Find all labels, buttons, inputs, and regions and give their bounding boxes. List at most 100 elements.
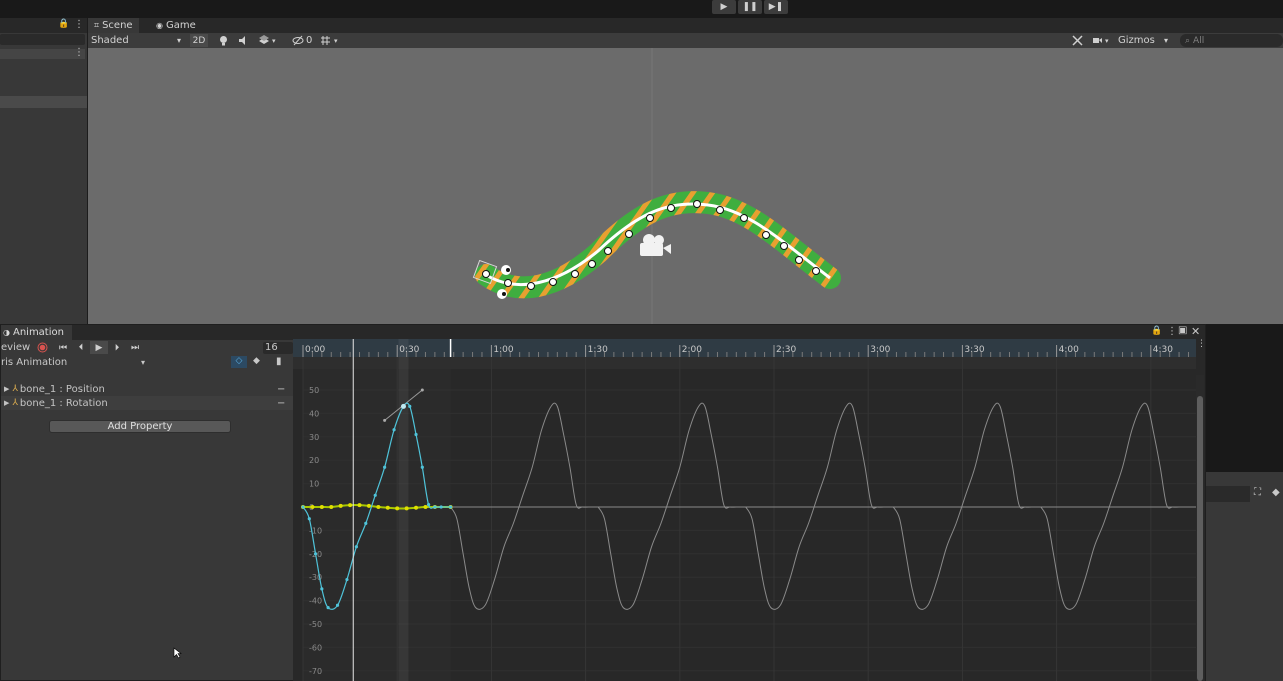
value-tick-label: 10 (309, 480, 319, 489)
scrollbar-thumb[interactable] (1197, 396, 1203, 681)
gizmos-dropdown[interactable]: Gizmos ▾ (1118, 34, 1170, 47)
mouse-cursor-icon (173, 647, 182, 659)
value-tick-label: -10 (309, 526, 322, 535)
remove-property-button[interactable]: − (277, 397, 286, 409)
property-label: bone_1 : Position (19, 383, 105, 395)
rotation-keyframe (313, 552, 318, 556)
hierarchy-header: 🔒 ⋮ (0, 18, 87, 33)
tab-animation[interactable]: ◑ Animation (1, 325, 72, 340)
2d-toggle[interactable]: 2D (190, 34, 208, 47)
tangent-handle-point (383, 418, 387, 422)
rotation-keyframe (433, 505, 437, 509)
rotation-keyframe (364, 521, 368, 525)
last-keyframe-button[interactable]: ⏭ (130, 342, 140, 353)
close-icon[interactable]: ✕ (1191, 325, 1201, 338)
grid-icon: ⌗ (94, 20, 100, 31)
more-icon[interactable]: ⋮ (1167, 326, 1177, 337)
audio-icon[interactable] (238, 34, 249, 47)
value-tick-label: -50 (309, 620, 322, 629)
hidden-objects-toggle[interactable]: 0 (292, 34, 312, 47)
rotation-keyframe (326, 606, 330, 610)
lock-icon[interactable]: 🔒 (58, 19, 70, 29)
add-property-button[interactable]: Add Property (49, 420, 231, 433)
more-icon[interactable]: ⋮ (1197, 339, 1206, 349)
rotation-keyframe (373, 493, 377, 497)
add-event-button[interactable]: ▮ (276, 356, 282, 367)
value-tick-label: 20 (309, 456, 319, 465)
step-button[interactable]: ▶❚ (764, 0, 788, 14)
frame-input[interactable]: 16 (263, 341, 293, 354)
lighting-icon[interactable] (218, 34, 229, 47)
bone-joints[interactable] (482, 200, 820, 290)
time-tick-label: 1:00 (493, 345, 513, 355)
chevron-right-icon[interactable]: ▶ (4, 399, 10, 407)
pause-button[interactable]: ❚❚ (738, 0, 762, 14)
ghost-curve (597, 402, 746, 610)
curve-editor[interactable]: 50403020100-10-20-30-40-50-60-700:000:30… (293, 339, 1206, 681)
search-icon: ⌕ (1185, 35, 1191, 46)
chevron-right-icon[interactable]: ▶ (4, 385, 10, 393)
svg-text:▾: ▾ (1105, 37, 1109, 45)
scene-search-input[interactable]: ⌕ All (1180, 34, 1283, 47)
play-button[interactable]: ▶ (712, 0, 736, 14)
play-button[interactable]: ▶ (90, 341, 108, 354)
effects-icon[interactable]: ▾ (258, 34, 278, 47)
value-tick-label: 50 (309, 386, 319, 395)
rotation-keyframe (335, 603, 340, 607)
scene-view[interactable] (88, 48, 1283, 324)
record-button[interactable] (33, 341, 51, 354)
prev-keyframe-button[interactable]: ⏴ (78, 342, 84, 353)
hierarchy-row[interactable]: ⋮ (0, 47, 85, 59)
filter-keys-button[interactable]: ◇ (231, 356, 247, 368)
timeline-ruler[interactable] (293, 339, 1196, 357)
shading-mode-dropdown[interactable]: Shaded ▾ (91, 34, 183, 47)
tools-icon[interactable] (1072, 34, 1083, 47)
position-keyframe (385, 505, 390, 510)
animation-icon: ◑ (3, 328, 10, 337)
chevron-down-icon: ▾ (176, 36, 181, 45)
grid-snap-icon[interactable]: ▾ (320, 34, 342, 47)
more-icon[interactable]: ⋮ (74, 47, 84, 58)
remove-property-button[interactable]: − (277, 383, 286, 395)
chevron-down-icon: ▾ (1164, 36, 1169, 45)
rotation-keyframe (392, 428, 396, 432)
tab-game-label: Game (165, 20, 196, 31)
hierarchy-search[interactable] (0, 34, 85, 45)
gizmos-label: Gizmos (1118, 35, 1155, 46)
ghost-curve (1040, 402, 1189, 610)
rotation-keyframe (345, 577, 349, 582)
maximize-icon[interactable]: ▣ (1178, 325, 1188, 336)
eye-slash-icon (292, 35, 304, 46)
chevron-down-icon: ▾ (141, 357, 146, 367)
add-keyframe-button[interactable]: ◆ (253, 356, 260, 366)
camera-icon[interactable]: ▾ (1092, 34, 1112, 47)
curve-graph[interactable]: 50403020100-10-20-30-40-50-60-700:000:30… (293, 339, 1196, 681)
scene-tab-bar: ⌗ Scene ◉ Game (88, 18, 1283, 33)
position-keyframe (357, 503, 362, 508)
value-tick-label: -30 (309, 573, 322, 582)
clip-dropdown[interactable]: ris Animation ▾ (1, 355, 151, 369)
value-tick-label: -60 (309, 643, 322, 652)
animation-window: ◑ Animation 🔒 ⋮ ▣ ✕ eview ⏮ ⏴ ▶ ⏵ ⏭ 16 r… (0, 324, 1206, 681)
first-keyframe-button[interactable]: ⏮ (58, 342, 68, 353)
ghost-curve (892, 402, 1041, 610)
hierarchy-selected-row[interactable] (0, 96, 87, 108)
lock-icon[interactable]: 🔒 (1151, 326, 1163, 336)
property-row[interactable]: ▶ ⅄ bone_1 : Rotation − (1, 396, 293, 410)
position-keyframe (404, 506, 409, 511)
preview-toggle[interactable]: eview (1, 342, 31, 353)
tab-game[interactable]: ◉ Game (150, 18, 202, 33)
value-tick-label: 30 (309, 433, 319, 442)
add-component-icon[interactable]: ⛶ (1254, 487, 1261, 498)
next-keyframe-button[interactable]: ⏵ (114, 342, 120, 353)
time-tick-label: 4:30 (1153, 345, 1173, 355)
snake-sprite[interactable] (472, 191, 841, 299)
rotation-keyframe (354, 545, 358, 549)
property-row[interactable]: ▶ ⅄ bone_1 : Position − (1, 382, 293, 396)
more-icon[interactable]: ⋮ (74, 19, 84, 30)
tab-scene[interactable]: ⌗ Scene (88, 18, 139, 33)
rotation-keyframe (301, 505, 305, 509)
position-keyframe (319, 505, 324, 509)
dock-search-input[interactable] (1206, 486, 1250, 502)
tag-icon[interactable]: ◆ (1272, 487, 1280, 498)
